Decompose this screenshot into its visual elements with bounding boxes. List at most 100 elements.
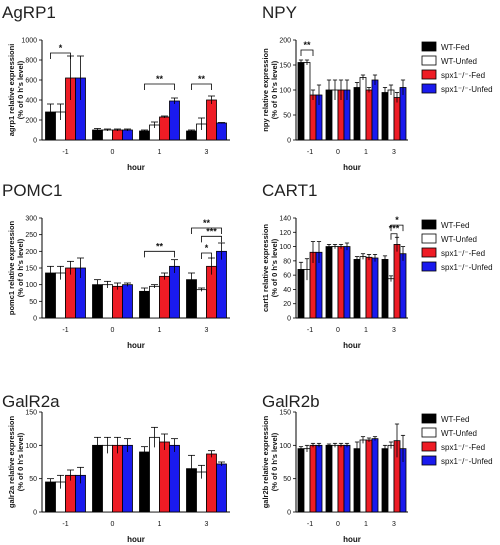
bar	[139, 451, 150, 513]
bar	[303, 62, 311, 141]
bar	[387, 89, 395, 141]
legend-label: WT-Fed	[441, 43, 469, 52]
bar	[371, 79, 379, 141]
y-tick-label: 300	[25, 216, 37, 223]
y-tick-label: 150	[279, 63, 291, 70]
bar	[186, 130, 197, 141]
x-tick-label: 1	[364, 327, 368, 334]
legend-swatch	[421, 69, 437, 80]
y-tick-label: 140	[279, 216, 291, 223]
significance-label: **	[156, 241, 164, 251]
x-tick-label: 1	[364, 149, 368, 156]
y-tick-label: 150	[25, 266, 37, 273]
x-tick-label: -1	[307, 327, 313, 334]
y-axis-label-unit: (% of 0 h's level)	[270, 432, 279, 491]
bar	[309, 444, 317, 513]
legend-label: WT-Unfed	[441, 235, 477, 244]
x-axis-label: hour	[343, 341, 361, 350]
bar	[112, 285, 123, 319]
bar	[45, 481, 56, 513]
y-tick-label: 80	[283, 258, 291, 265]
x-axis-label: hour	[127, 341, 145, 350]
panel-pomc1: POMC1 0 50 100 150 200 250 300 pomc1 relative ex…	[2, 181, 230, 350]
legend-swatch	[421, 233, 437, 244]
y-tick-label: 50	[29, 476, 37, 483]
y-tick-label: 0	[287, 138, 291, 145]
significance-label: **	[156, 74, 164, 84]
bar	[139, 130, 150, 141]
y-tick-label: 50	[29, 299, 37, 306]
bar	[343, 246, 351, 319]
x-tick-label: 1	[158, 327, 162, 334]
significance-label: *	[59, 43, 63, 53]
bar	[393, 97, 401, 141]
significance-bracket	[201, 235, 222, 243]
bar	[159, 275, 170, 319]
bar	[149, 436, 160, 513]
panel-title: GalR2b	[262, 392, 320, 411]
y-tick-label: 100	[25, 443, 37, 450]
bar	[45, 272, 56, 319]
panel-title: AgRP1	[2, 3, 56, 22]
bar	[122, 444, 133, 513]
bar	[102, 444, 113, 513]
x-tick-label: -1	[307, 521, 313, 528]
legend-label: spx1⁻/⁻-Unfed	[441, 263, 493, 272]
y-tick-label: 20	[283, 301, 291, 308]
bar	[112, 129, 123, 141]
x-axis-label: hour	[343, 163, 361, 172]
bar	[112, 444, 123, 513]
y-tick-label: 150	[279, 410, 291, 417]
panel-title: POMC1	[2, 181, 62, 200]
x-axis-label: hour	[343, 535, 361, 544]
x-tick-label: 3	[392, 327, 396, 334]
y-tick-label: 0	[33, 510, 37, 517]
bar	[139, 290, 150, 319]
bar	[216, 463, 227, 513]
legend-label: WT-Fed	[441, 221, 469, 230]
bar	[297, 62, 305, 141]
bar	[169, 100, 180, 141]
y-tick-label: 200	[25, 118, 37, 125]
bar	[393, 244, 401, 319]
bar	[102, 129, 113, 141]
bar	[206, 99, 217, 141]
legend-label: spx1⁻/⁻-Fed	[441, 249, 485, 258]
bar	[65, 474, 76, 513]
bar	[216, 122, 227, 141]
bar	[303, 448, 311, 513]
panel-title: GalR2a	[2, 392, 60, 411]
legend-swatch	[421, 247, 437, 258]
y-axis-label: pomc1 relative expression	[7, 220, 16, 315]
bar	[325, 444, 333, 513]
bar	[371, 257, 379, 319]
bar	[55, 272, 66, 319]
bar	[92, 444, 103, 513]
bar	[399, 87, 407, 141]
x-tick-label: 1	[158, 149, 162, 156]
y-axis-label: agrp1 relative expressioni	[7, 44, 16, 137]
panel-galr2a: GalR2a 0 50 100 150 galr2a relative expressio…	[2, 392, 230, 544]
significance-label: *	[205, 243, 209, 253]
y-tick-label: 120	[279, 230, 291, 237]
y-tick-label: 100	[279, 443, 291, 450]
legend-label: spx1⁻/⁻-Unfed	[441, 457, 493, 466]
y-axis-label-unit: (% of 0 h's level)	[16, 432, 25, 491]
y-tick-label: 60	[283, 273, 291, 280]
x-tick-label: 3	[205, 149, 209, 156]
y-tick-label: 100	[25, 282, 37, 289]
bar	[297, 269, 305, 319]
y-axis-label: npy relative expression	[261, 48, 270, 132]
bar	[365, 89, 373, 141]
x-tick-label: 1	[364, 521, 368, 528]
y-axis-label-unit: (% of 0 h's level)	[270, 60, 279, 119]
x-tick-label: 3	[392, 521, 396, 528]
panel-cart1: CART1 0 20 40 60 80 100 120 140 cart1 relative ex…	[261, 181, 493, 350]
panel-galr2b: GalR2b 0 50 100 150 galr2b relative expressio…	[261, 392, 493, 544]
y-tick-label: 250	[25, 232, 37, 239]
legend-swatch	[421, 413, 437, 424]
y-tick-label: 200	[279, 38, 291, 45]
legend-swatch	[421, 55, 437, 66]
legend-swatch	[421, 83, 437, 94]
bar	[353, 87, 361, 141]
